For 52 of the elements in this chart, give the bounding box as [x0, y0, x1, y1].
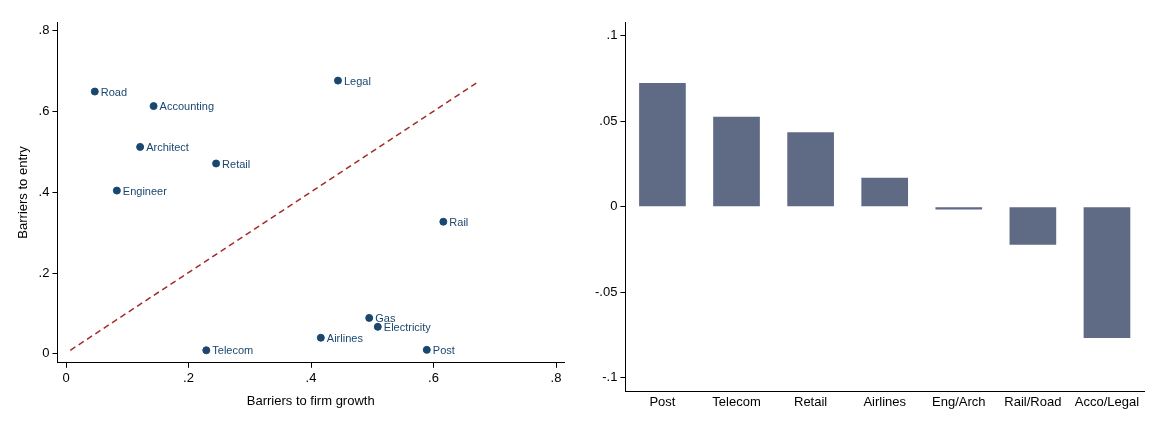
annotation: Retail — [222, 157, 251, 170]
annotation: Road — [100, 85, 128, 98]
annotation: Engineer — [122, 184, 168, 197]
annotation: Architect — [146, 140, 189, 153]
bar — [787, 132, 834, 207]
bar — [1009, 207, 1057, 245]
x-tick-label: Acco/Legal — [1074, 393, 1140, 409]
annotation: Post — [432, 343, 455, 356]
bar — [861, 177, 909, 207]
bar — [639, 83, 686, 207]
y-tick-label: 0 — [42, 345, 50, 361]
y-tick-label: .4 — [38, 183, 50, 199]
x-axis-title: Barriers to firm growth — [246, 392, 375, 408]
x-tick-label: Retail — [793, 393, 828, 409]
annotation: Accounting — [159, 100, 215, 113]
y-tick-label: .05 — [599, 112, 618, 128]
annotation: Rail — [449, 215, 469, 228]
annotation: Airlines — [326, 331, 364, 344]
x-tick-label: Airlines — [863, 393, 907, 409]
y-tick-label: -.05 — [594, 283, 618, 299]
point — [149, 102, 158, 111]
x-tick-label: .8 — [550, 370, 562, 386]
bar — [713, 116, 760, 207]
y-tick-label: .1 — [606, 27, 618, 43]
y-tick-label: 0 — [610, 198, 618, 214]
point — [136, 142, 145, 151]
point — [112, 186, 121, 195]
x-tick-label: Eng/Arch — [932, 393, 986, 409]
point — [202, 346, 211, 355]
annotation: Telecom — [212, 344, 254, 357]
y-tick-label: .2 — [38, 264, 50, 280]
x-tick-label: .2 — [183, 370, 194, 386]
x-tick-label: Telecom — [712, 393, 761, 409]
point — [365, 313, 374, 322]
y-axis-title: Barriers to entry — [15, 145, 31, 239]
y-tick-label: -.1 — [602, 369, 618, 385]
x-tick-label: Rail/Road — [1004, 393, 1062, 409]
point — [422, 345, 431, 354]
x-tick-label: .4 — [305, 370, 317, 386]
bar — [1083, 207, 1131, 339]
x-tick-label: 0 — [62, 370, 70, 386]
point — [439, 217, 448, 226]
bar — [935, 207, 983, 210]
point — [90, 87, 99, 96]
x-tick-label: Post — [649, 393, 676, 409]
annotation: Legal — [343, 74, 371, 87]
point — [333, 76, 342, 85]
x-tick-label: .6 — [428, 370, 439, 386]
point — [316, 333, 325, 342]
point — [212, 159, 221, 168]
y-tick-label: .8 — [38, 22, 50, 38]
y-tick-label: .6 — [38, 102, 50, 118]
